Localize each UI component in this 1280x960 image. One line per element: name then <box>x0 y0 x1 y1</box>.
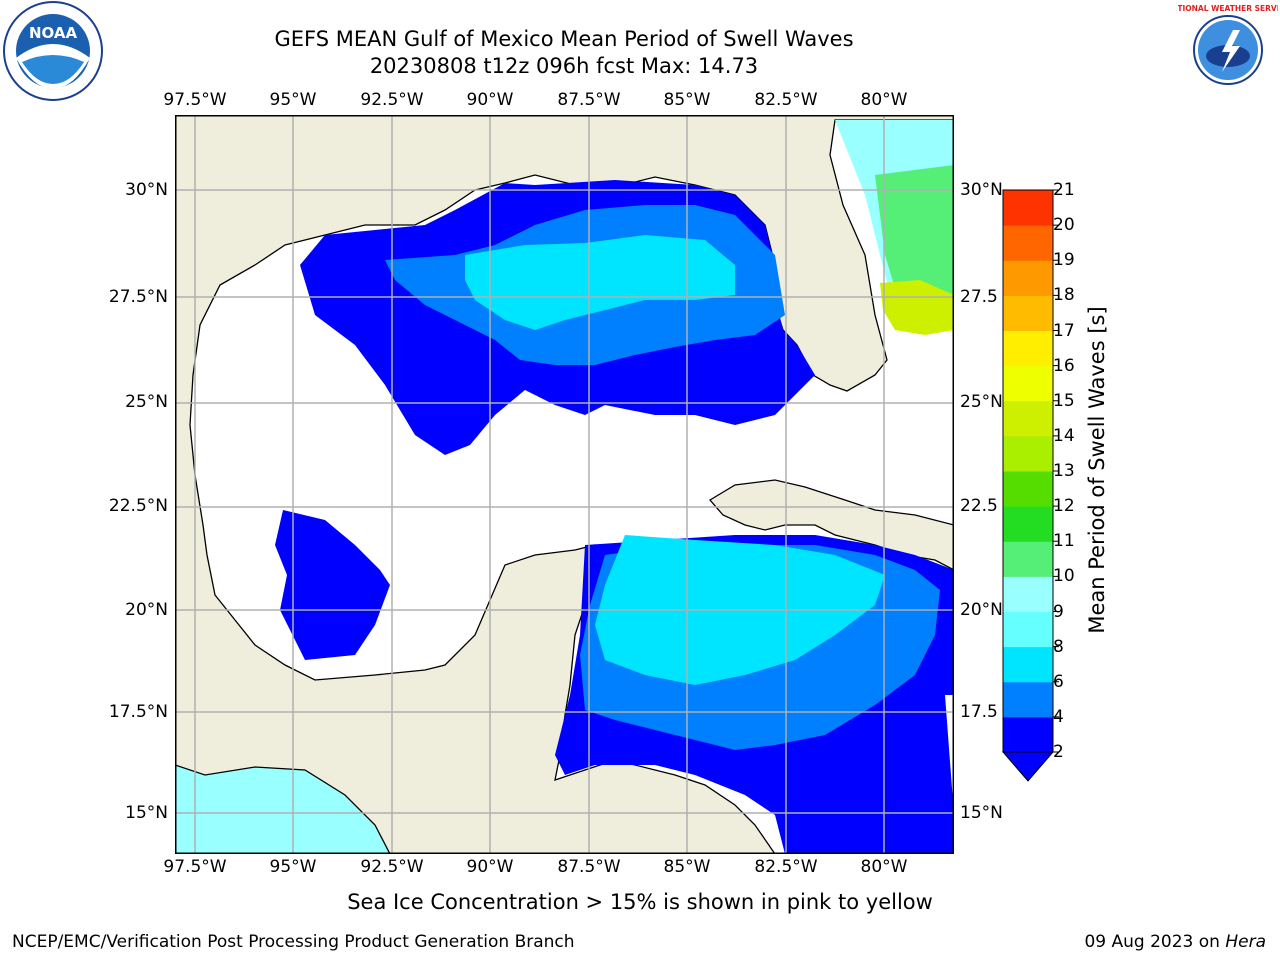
colorbar-segment <box>1003 190 1053 226</box>
swell-region-4s-patch <box>275 510 390 660</box>
colorbar-segment <box>1003 295 1053 331</box>
colorbar-tick-label: 21 <box>1053 180 1075 200</box>
colorbar-segment <box>1003 225 1053 261</box>
lon-label-top: 85°W <box>663 90 711 110</box>
lon-label-top: 87.5°W <box>557 90 621 110</box>
colorbar-segment <box>1003 541 1053 577</box>
colorbar-segments <box>1002 189 1059 753</box>
lat-label-right: 22.5 <box>960 496 998 516</box>
noaa-logo: NOAA <box>3 1 103 101</box>
colorbar-tick-label: 15 <box>1053 390 1075 411</box>
colorbar-segment <box>1003 611 1053 648</box>
colorbar-extend-arrow <box>1001 751 1055 782</box>
lat-label-left: 22.5°N <box>108 496 168 516</box>
lon-label-bottom: 97.5°W <box>163 857 227 877</box>
lat-label-left: 27.5°N <box>108 287 168 307</box>
lat-label-right: 27.5 <box>960 287 998 307</box>
colorbar <box>1001 189 1059 782</box>
colorbar-segment <box>1003 260 1053 296</box>
lat-label-right: 15°N <box>960 803 1003 823</box>
land-areas <box>175 115 954 854</box>
title-line-2: 20230808 t12z 096h fcst Max: 14.73 <box>369 54 759 78</box>
nws-logo: NATIONAL WEATHER SERVICE <box>1178 2 1278 98</box>
lat-label-left: 17.5°N <box>108 702 168 722</box>
lon-label-bottom: 85°W <box>663 857 711 877</box>
swell-region-8s <box>465 235 735 330</box>
lat-label-left: 20°N <box>125 600 168 620</box>
colorbar-tick-label: 4 <box>1053 706 1064 727</box>
lon-label-bottom: 80°W <box>860 857 908 877</box>
lon-label-top: 92.5°W <box>360 90 424 110</box>
colorbar-tick-label: 18 <box>1053 285 1075 306</box>
footer-date-text: 09 Aug 2023 on <box>1084 932 1226 952</box>
colorbar-tick-label: 19 <box>1053 250 1075 271</box>
colorbar-tick-label: 11 <box>1053 531 1075 552</box>
swell-region-14s-ne <box>880 280 954 335</box>
footer-date: 09 Aug 2023 on Hera <box>1084 932 1266 952</box>
footer-credit: NCEP/EMC/Verification Post Processing Pr… <box>12 932 575 952</box>
colorbar-segment <box>1003 330 1053 367</box>
colorbar-segment <box>1003 681 1053 718</box>
map-frame <box>175 115 954 854</box>
colorbar-tick-label: 10 <box>1053 566 1075 587</box>
land-caribbean-south <box>175 764 391 854</box>
lat-label-left: 15°N <box>125 803 168 823</box>
sea-ice-note: Sea Ice Concentration > 15% is shown in … <box>347 890 933 914</box>
lon-label-top: 97.5°W <box>163 90 227 110</box>
colorbar-segment <box>1003 435 1053 472</box>
lat-label-right: 20°N <box>960 600 1003 620</box>
lon-label-top: 95°W <box>269 90 317 110</box>
colorbar-tick-label: 16 <box>1053 355 1075 376</box>
lon-label-bottom: 95°W <box>269 857 317 877</box>
lon-label-top: 90°W <box>466 90 514 110</box>
colorbar-tick-label: 9 <box>1053 601 1064 622</box>
swell-region-10s-ne <box>875 165 954 305</box>
lat-label-right: 17.5 <box>960 702 998 722</box>
swell-period-fill <box>275 120 954 854</box>
land-cuba <box>709 479 954 571</box>
colorbar-segment <box>1003 365 1053 402</box>
colorbar-tick-label: 20 <box>1053 215 1075 236</box>
graticule <box>175 115 954 854</box>
lat-label-left: 30°N <box>125 180 168 200</box>
lon-label-top: 82.5°W <box>754 90 818 110</box>
lon-label-bottom: 82.5°W <box>754 857 818 877</box>
colorbar-segment <box>1003 716 1053 753</box>
colorbar-title: Mean Period of Swell Waves [s] <box>1085 306 1109 634</box>
map-panel <box>175 115 954 854</box>
lon-label-bottom: 92.5°W <box>360 857 424 877</box>
colorbar-segment <box>1003 646 1053 683</box>
colorbar-tick-label: 13 <box>1053 461 1075 481</box>
noaa-text: NOAA <box>29 24 78 42</box>
colorbar-tick-label: 8 <box>1053 636 1064 657</box>
lon-label-bottom: 87.5°W <box>557 857 621 877</box>
footer-host: Hera <box>1225 932 1266 952</box>
colorbar-tick-label: 17 <box>1053 320 1075 341</box>
colorbar-tick-label: 14 <box>1053 425 1075 446</box>
colorbar-tick-label: 12 <box>1053 496 1075 517</box>
colorbar-segment <box>1003 506 1053 542</box>
colorbar-segment <box>1003 471 1053 507</box>
colorbar-segment <box>1003 400 1053 437</box>
lat-label-right: 30°N <box>960 180 1003 200</box>
lon-label-top: 80°W <box>860 90 908 110</box>
colorbar-segment <box>1003 576 1053 612</box>
lon-label-bottom: 90°W <box>466 857 514 877</box>
lat-label-right: 25°N <box>960 392 1003 412</box>
nws-ring-text: NATIONAL WEATHER SERVICE <box>1178 4 1278 13</box>
colorbar-tick-label: 2 <box>1053 742 1064 762</box>
title-line-1: GEFS MEAN Gulf of Mexico Mean Period of … <box>274 27 854 51</box>
colorbar-tick-label: 6 <box>1053 671 1064 692</box>
lat-label-left: 25°N <box>125 392 168 412</box>
